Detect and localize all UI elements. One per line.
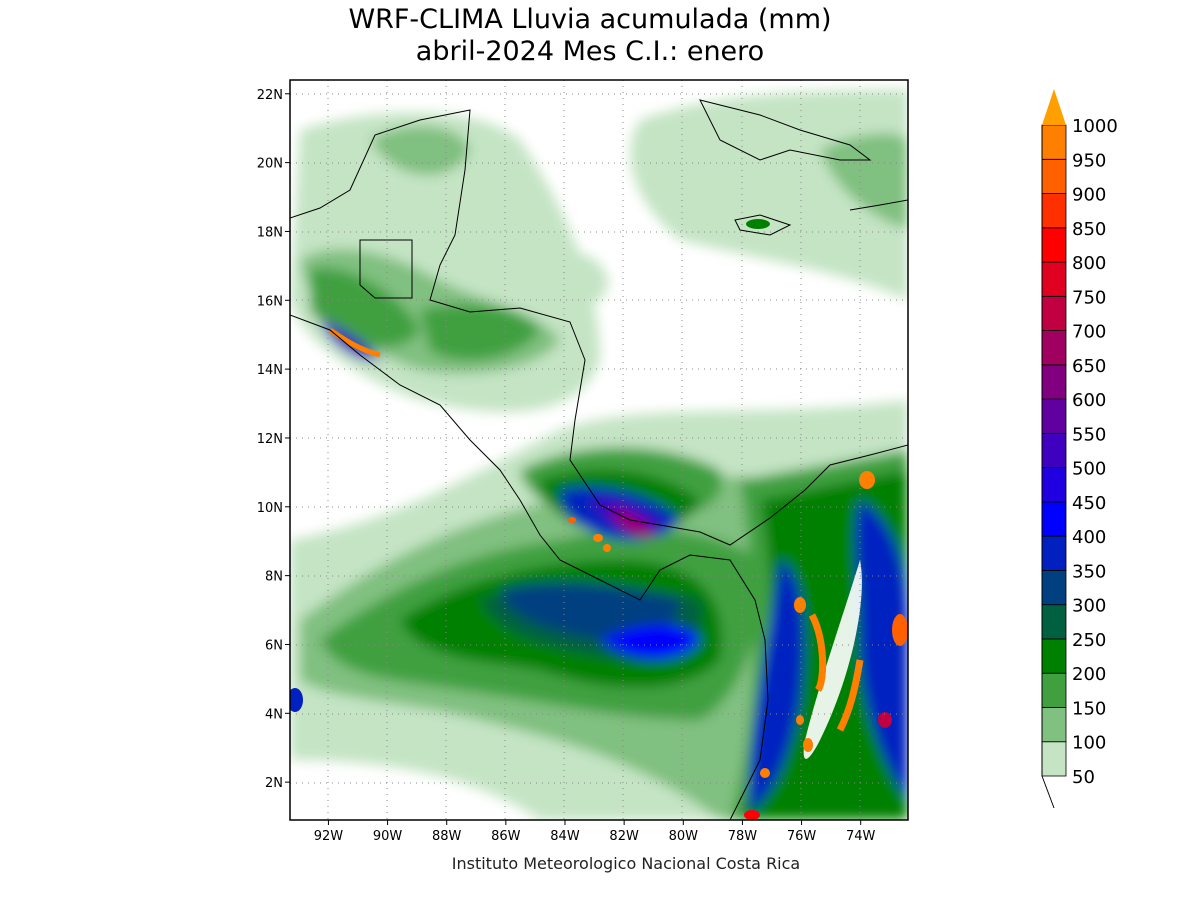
colorbar-segment <box>1041 364 1067 400</box>
colorbar-max-arrow <box>1042 89 1066 125</box>
colorbar-label: 50 <box>1072 767 1095 788</box>
lat-tick-label: 2N <box>265 776 283 791</box>
colorbar-segment <box>1041 604 1067 640</box>
lon-tick-label: 92W <box>314 829 344 844</box>
colorbar-label: 950 <box>1072 150 1106 171</box>
lat-tick-label: 14N <box>257 363 283 378</box>
grid-lines <box>290 80 908 820</box>
lon-tick-label: 74W <box>846 829 876 844</box>
colorbar-label: 350 <box>1072 561 1106 582</box>
colorbar-label: 600 <box>1072 390 1106 411</box>
lat-tick-label: 10N <box>257 501 283 516</box>
colorbar-label: 250 <box>1072 630 1106 651</box>
colorbar-label: 1000 <box>1072 116 1118 137</box>
colorbar-min-tail <box>1041 775 1055 809</box>
colorbar-label: 650 <box>1072 356 1106 377</box>
colorbar-segment <box>1041 295 1067 331</box>
colorbar-label: 800 <box>1072 253 1106 274</box>
colorbar-label: 300 <box>1072 596 1106 617</box>
colorbar-segment <box>1041 158 1067 194</box>
longitude-axis: 92W 90W 88W 86W 84W 82W 80W 78W 76W 74W <box>314 820 876 844</box>
lon-tick-label: 80W <box>669 829 699 844</box>
lon-tick-label: 76W <box>787 829 817 844</box>
colorbar-segment <box>1041 467 1067 503</box>
lon-tick-label: 86W <box>491 829 521 844</box>
precipitation-field <box>290 80 908 820</box>
lat-tick-label: 20N <box>257 157 283 172</box>
colorbar-segment <box>1041 432 1067 469</box>
lat-tick-label: 22N <box>257 88 283 103</box>
colorbar-label: 400 <box>1072 527 1106 548</box>
colorbar-label: 900 <box>1072 185 1106 206</box>
colorbar: 50 100 150 200 250 300 350 400 450 500 550 600 650 70… <box>1041 89 1118 809</box>
colorbar-label: 150 <box>1072 698 1106 719</box>
lon-tick-label: 84W <box>550 829 580 844</box>
colorbar-label: 200 <box>1072 664 1106 685</box>
lon-tick-label: 90W <box>373 829 403 844</box>
map-frame <box>289 79 909 821</box>
colorbar-segment <box>1041 672 1067 708</box>
colorbar-segment <box>1041 638 1067 674</box>
lat-tick-label: 12N <box>257 432 283 447</box>
colorbar-segment <box>1041 330 1067 366</box>
colorbar-segment <box>1041 124 1067 160</box>
colorbar-label: 700 <box>1072 322 1106 343</box>
colorbar-label: 500 <box>1072 459 1106 480</box>
lat-tick-label: 4N <box>265 707 283 722</box>
coastlines <box>290 99 908 820</box>
lon-tick-label: 78W <box>728 829 758 844</box>
latitude-axis: 2N 4N 6N 8N 10N 12N 14N 16N 18N 20N 22N <box>257 88 290 791</box>
colorbar-segment <box>1041 193 1067 229</box>
lat-tick-label: 8N <box>265 570 283 585</box>
lat-tick-label: 18N <box>257 225 283 240</box>
lat-tick-label: 16N <box>257 294 283 309</box>
lat-tick-label: 6N <box>265 638 283 653</box>
colorbar-segment <box>1041 501 1067 537</box>
credit-text: Instituto Meteorologico Nacional Costa R… <box>451 854 801 873</box>
heavy-rain-cores <box>290 219 908 820</box>
colorbar-segment <box>1041 261 1067 297</box>
colorbar-label: 450 <box>1072 493 1106 514</box>
colorbar-segment <box>1041 707 1067 743</box>
colorbar-segment <box>1041 570 1067 606</box>
lon-tick-label: 88W <box>432 829 462 844</box>
colorbar-label: 550 <box>1072 424 1106 445</box>
colorbar-label: 100 <box>1072 733 1106 754</box>
colorbar-label: 750 <box>1072 287 1106 308</box>
lon-tick-label: 82W <box>609 829 639 844</box>
chart-title: WRF-CLIMA Lluvia acumulada (mm) <box>348 4 832 35</box>
colorbar-segment <box>1041 535 1067 571</box>
colorbar-segment <box>1041 741 1067 777</box>
chart-subtitle: abril-2024 Mes C.I.: enero <box>415 36 765 67</box>
colorbar-segment <box>1041 398 1067 434</box>
colorbar-segment <box>1041 227 1067 263</box>
colorbar-label: 850 <box>1072 219 1106 240</box>
